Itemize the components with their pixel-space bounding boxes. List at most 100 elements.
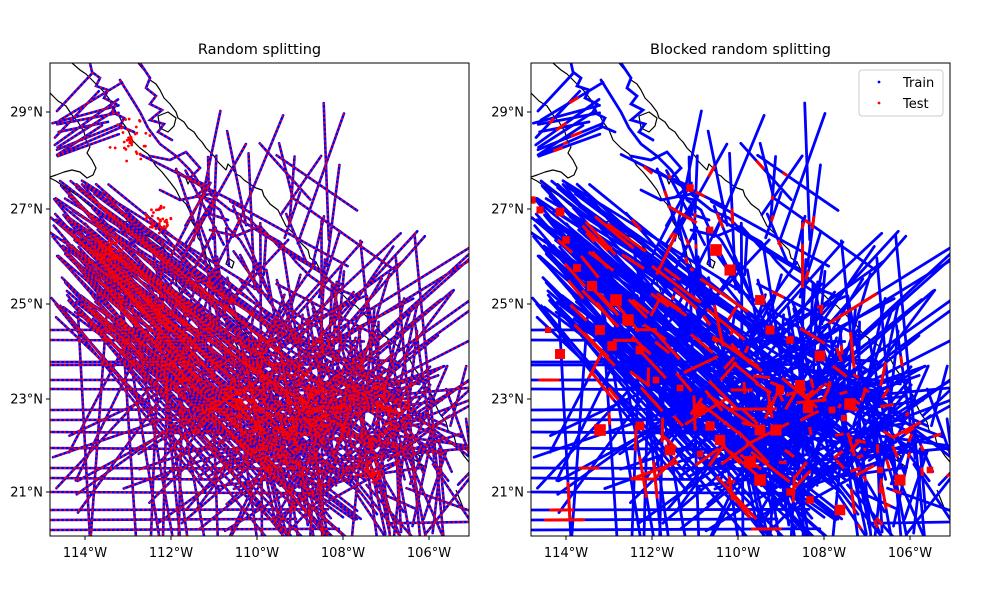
train-track [639, 188, 813, 292]
test-track [185, 235, 426, 511]
test-track [57, 109, 116, 149]
y-tick-label: 29°N [10, 106, 43, 121]
test-track [406, 487, 469, 512]
test-track [237, 217, 323, 273]
test-track [409, 426, 435, 485]
test-track [212, 155, 218, 239]
test-track [77, 246, 200, 388]
test-point [99, 254, 102, 257]
test-track [139, 153, 245, 208]
test-point [130, 140, 134, 144]
train-track [903, 449, 929, 521]
train-track [823, 357, 878, 363]
test-track [184, 170, 225, 246]
test-track [258, 294, 286, 369]
test-point [367, 461, 371, 465]
train-track [537, 109, 598, 149]
test-block [831, 364, 848, 378]
test-track [179, 259, 469, 440]
test-block [754, 474, 766, 486]
test-block [566, 481, 572, 520]
train-track [537, 132, 602, 158]
test-block [786, 336, 794, 344]
test-block [852, 373, 860, 380]
test-point [315, 390, 319, 394]
test-block [736, 430, 770, 464]
panel-blocked-random-splitting: Blocked random splitting 114°W 112°W 110°W… [491, 42, 951, 561]
test-block [552, 146, 564, 153]
test-block [531, 196, 536, 204]
x-tick-label: 112°W [630, 546, 674, 561]
test-point [134, 125, 138, 129]
test-block [652, 376, 660, 384]
test-track [107, 273, 299, 467]
test-track [53, 198, 201, 381]
y-tick-label: 29°N [491, 106, 524, 121]
test-track [169, 232, 402, 451]
y-tick-label: 23°N [10, 393, 43, 408]
test-track [232, 114, 285, 237]
test-track [232, 250, 301, 346]
test-point [314, 398, 318, 402]
train-track [657, 243, 686, 269]
legend: Train Test [858, 69, 944, 117]
test-block [882, 430, 896, 440]
test-block [630, 218, 643, 232]
x-tick-label: 112°W [149, 546, 193, 561]
test-track [213, 383, 340, 425]
test-point [100, 257, 104, 261]
test-track [62, 239, 220, 369]
test-block [594, 424, 606, 436]
test-block [711, 335, 717, 340]
test-point [159, 226, 163, 229]
test-track [185, 241, 363, 442]
test-track [465, 418, 469, 451]
test-point [129, 135, 133, 139]
train-track [565, 182, 757, 334]
test-point [306, 379, 310, 383]
test-block [803, 218, 812, 226]
test-point [321, 388, 325, 392]
test-point [324, 390, 328, 394]
test-track [350, 441, 416, 469]
test-track [188, 217, 242, 322]
test-track [359, 384, 432, 477]
test-track [209, 276, 295, 340]
train-track [546, 188, 673, 330]
test-track [119, 79, 191, 171]
train-track [905, 477, 950, 536]
test-block [808, 426, 813, 436]
test-point [232, 405, 235, 408]
test-track [394, 419, 400, 503]
test-track [177, 244, 204, 269]
test-point [152, 211, 155, 214]
test-block [641, 352, 668, 380]
test-block [948, 448, 950, 453]
train-track [599, 78, 673, 172]
test-block [783, 448, 795, 459]
test-block [753, 374, 771, 380]
test-track [298, 329, 378, 488]
train-track [536, 124, 585, 157]
test-point [365, 470, 369, 473]
test-block [834, 504, 846, 516]
test-block [590, 370, 615, 401]
test-track [238, 274, 302, 480]
test-track [431, 454, 443, 534]
test-track [119, 295, 137, 536]
train-track [825, 398, 835, 455]
test-track [287, 314, 346, 366]
y-axis: 29°N 27°N 25°N 23°N 21°N [491, 106, 531, 501]
test-track [306, 319, 325, 536]
test-point [161, 217, 165, 221]
test-point [290, 393, 294, 397]
x-tick-label: 114°W [544, 546, 588, 561]
test-track [117, 287, 161, 536]
test-track [55, 316, 290, 536]
test-track [58, 120, 109, 133]
test-track [396, 470, 403, 532]
train-track [322, 101, 331, 241]
test-track [365, 295, 411, 536]
test-track [303, 447, 469, 465]
test-block [562, 140, 569, 146]
